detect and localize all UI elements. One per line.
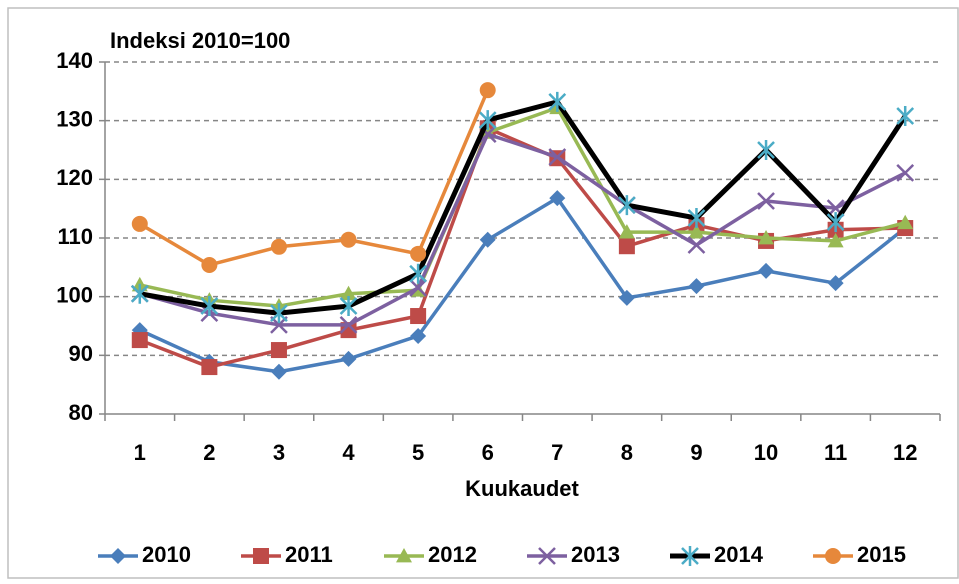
marker	[410, 308, 427, 325]
y-tick-label: 100	[56, 282, 93, 307]
legend-label: 2014	[714, 542, 764, 567]
marker	[270, 342, 287, 359]
marker	[339, 315, 358, 334]
marker	[201, 256, 218, 273]
marker	[479, 82, 496, 99]
series-line	[139, 99, 908, 316]
marker	[897, 214, 914, 230]
marker	[687, 208, 706, 229]
marker	[479, 231, 496, 248]
marker	[688, 224, 705, 239]
marker	[758, 230, 775, 245]
marker	[201, 359, 218, 376]
series-line	[139, 132, 906, 327]
x-tick-label: 7	[551, 440, 563, 465]
marker	[825, 548, 841, 564]
marker	[896, 105, 915, 126]
marker	[270, 303, 288, 324]
series-line	[138, 89, 490, 267]
marker	[548, 148, 567, 166]
series-line	[139, 196, 907, 374]
y-tick-label: 120	[56, 165, 93, 190]
series-line	[139, 106, 906, 308]
x-tick-label: 1	[134, 440, 146, 465]
y-tick-label: 110	[58, 224, 94, 249]
marker	[396, 548, 412, 563]
y-tick-label: 140	[56, 48, 93, 73]
marker	[340, 285, 357, 301]
marker	[827, 275, 844, 292]
legend-label: 2010	[142, 542, 191, 567]
legend-label: 2011	[285, 542, 333, 567]
marker	[681, 546, 699, 566]
marker	[131, 332, 148, 349]
x-axis-label: Kuukaudet	[465, 476, 579, 501]
marker	[549, 190, 566, 207]
x-tick-label: 10	[754, 440, 778, 465]
marker	[270, 363, 287, 380]
x-tick-label: 8	[621, 440, 633, 465]
marker	[618, 238, 635, 255]
y-tick-label: 130	[56, 106, 93, 131]
x-tick-label: 3	[273, 440, 285, 465]
x-tick-label: 6	[482, 440, 494, 465]
marker	[827, 232, 844, 248]
legend-label: 2012	[428, 542, 477, 567]
marker	[340, 231, 357, 248]
marker	[409, 263, 428, 284]
y-tick-label: 90	[69, 341, 93, 366]
x-tick-label: 4	[342, 440, 355, 465]
marker	[826, 212, 845, 233]
marker	[130, 283, 149, 304]
marker	[538, 547, 556, 565]
marker	[688, 278, 705, 295]
x-tick-label: 2	[203, 440, 215, 465]
marker	[339, 296, 358, 317]
marker	[410, 327, 427, 344]
marker	[687, 236, 706, 254]
marker	[200, 296, 219, 317]
marker	[757, 140, 775, 160]
x-tick-label: 9	[690, 440, 702, 465]
y-tick-label: 80	[69, 400, 93, 425]
x-tick-label: 11	[824, 440, 847, 465]
marker	[253, 548, 269, 564]
marker	[757, 192, 775, 210]
marker	[618, 224, 635, 239]
marker	[270, 238, 287, 255]
marker	[410, 245, 427, 262]
legend-label: 2013	[571, 542, 620, 567]
marker	[618, 289, 635, 306]
marker	[617, 195, 636, 216]
x-tick-label: 12	[893, 440, 917, 465]
legend-label: 2015	[857, 542, 906, 567]
marker	[478, 110, 497, 131]
marker	[548, 91, 567, 112]
marker	[896, 163, 915, 182]
marker	[340, 350, 357, 367]
x-tick-label: 5	[412, 440, 424, 465]
marker	[131, 215, 148, 232]
chart-title: Indeksi 2010=100	[110, 28, 290, 53]
marker	[110, 548, 126, 564]
marker	[758, 262, 775, 279]
marker	[409, 278, 428, 297]
